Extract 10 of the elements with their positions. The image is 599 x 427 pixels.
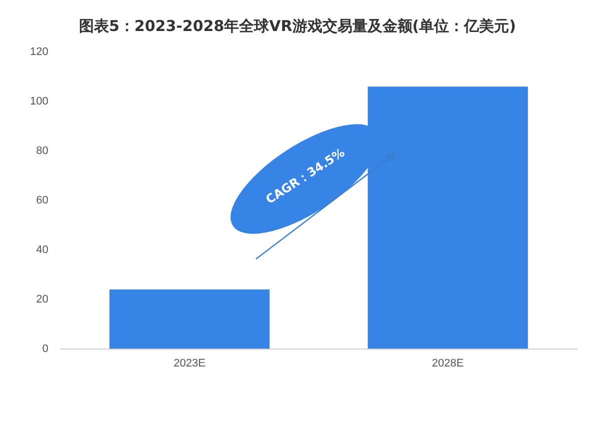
y-tick-label: 120 [30, 46, 48, 58]
y-tick-label: 0 [42, 342, 48, 355]
y-tick-label: 60 [36, 194, 48, 206]
x-tick-label: 2023E [174, 357, 206, 370]
y-tick-label: 80 [36, 144, 48, 157]
y-tick-label: 20 [36, 293, 48, 306]
y-tick-label: 100 [30, 96, 48, 108]
x-tick-label: 2028E [432, 357, 464, 370]
chart-title: 图表5：2023-2028年全球VR游戏交易量及金额(单位：亿美元) [78, 16, 516, 35]
y-tick-label: 40 [36, 244, 48, 256]
